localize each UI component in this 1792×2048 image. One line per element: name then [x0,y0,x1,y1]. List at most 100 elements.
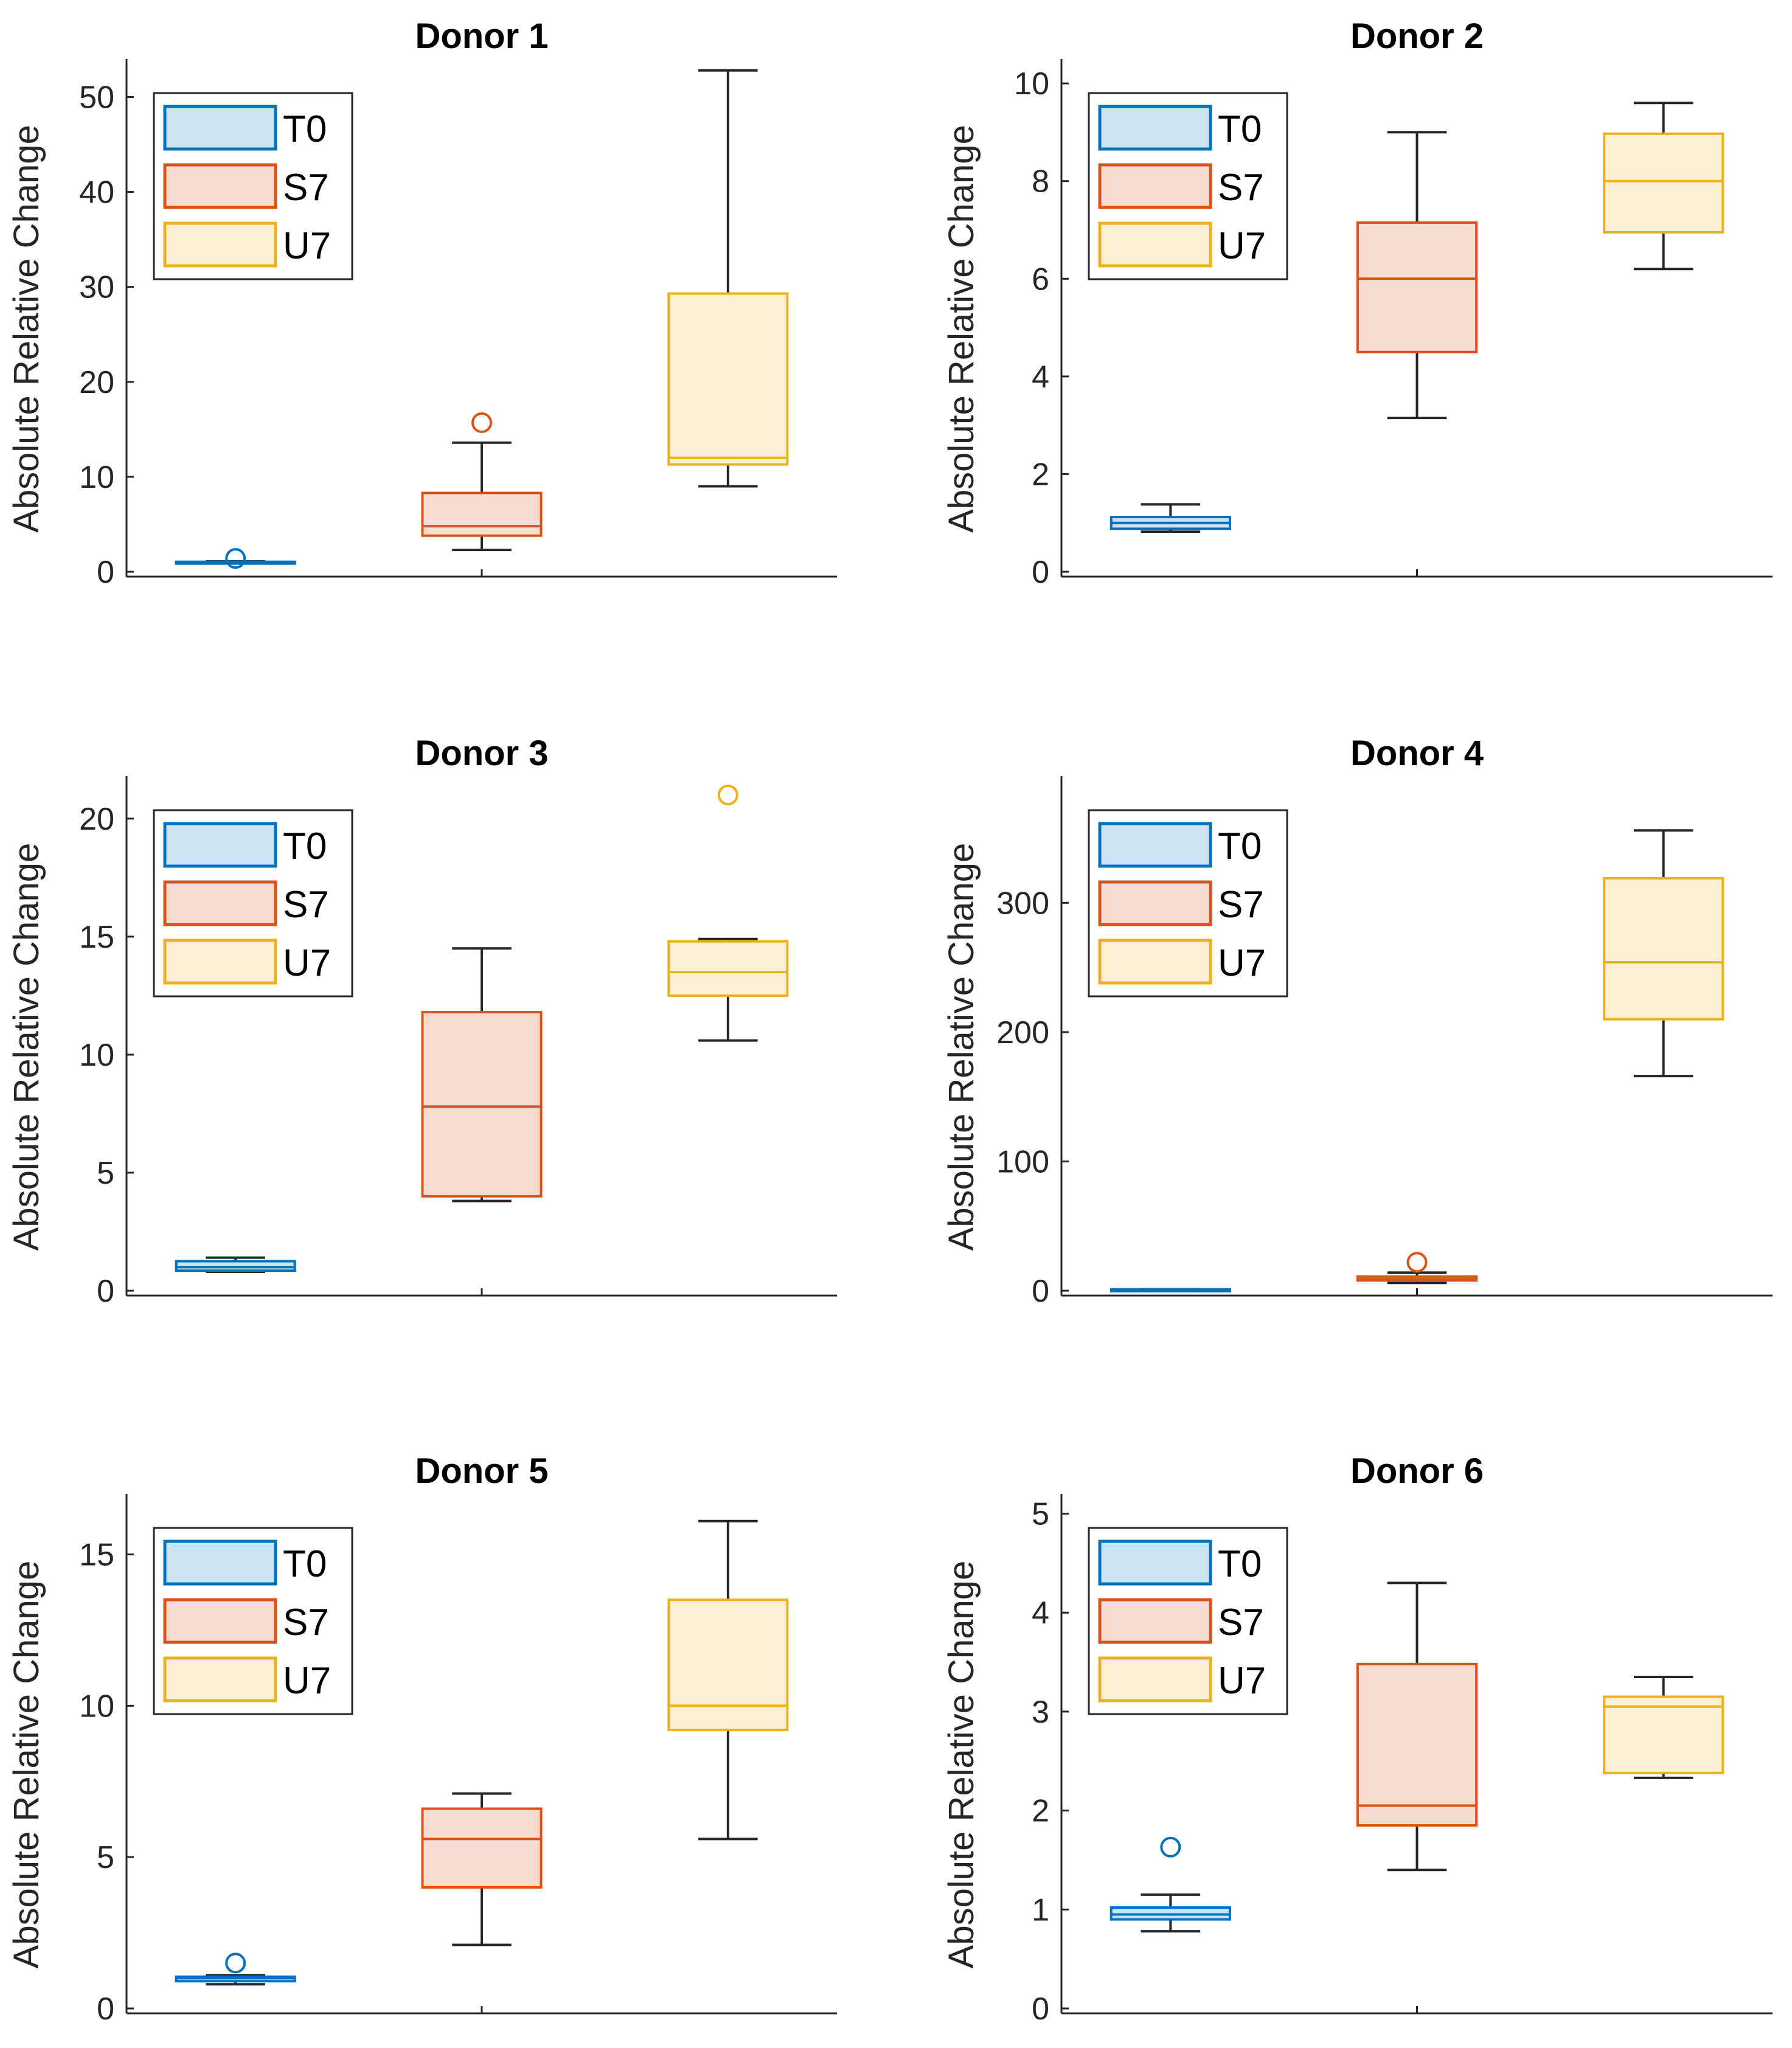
y-tick-label: 0 [1032,1991,1049,2027]
legend-label-S7: S7 [283,167,329,209]
box-iqr [1603,132,1724,234]
legend-swatch-T0 [163,822,277,868]
box-U7 [1603,1675,1724,1779]
y-axis-label: Absolute Relative Change [942,125,981,533]
panel-donor-5: Donor 5 0 5 10 15 Absolute Relative Change T0 S… [7,1451,837,2027]
box-U7 [667,69,789,488]
legend-swatch-S7 [163,1598,277,1644]
legend-label-U7: U7 [283,225,331,267]
legend-label-T0: T0 [1218,1543,1262,1585]
y-tick-label: 2 [1032,457,1049,492]
y-tick-label: 5 [1032,1497,1049,1532]
chart-title: Donor 2 [1350,16,1484,56]
outlier-point [1160,1836,1181,1858]
legend-swatch-T0 [1098,1539,1212,1586]
legend-swatch-U7 [1098,939,1212,985]
legend: T0 S7 U7 [1088,1527,1288,1715]
legend-swatch-T0 [163,1539,277,1586]
y-tick-label: 15 [79,1538,114,1573]
outlier-point [717,785,738,806]
legend: T0 S7 U7 [1088,809,1288,998]
box-S7 [1356,1581,1478,1872]
y-tick-label: 3 [1032,1695,1049,1730]
legend-swatch-S7 [1098,1598,1212,1644]
box-iqr [667,292,789,466]
box-iqr [1603,876,1724,1021]
y-tick-label: 8 [1032,164,1049,200]
legend-swatch-T0 [163,105,277,151]
legend-swatch-S7 [1098,163,1212,209]
panel-donor-3: Donor 3 0 5 10 15 20 Absolute Relative Change T… [7,734,837,1309]
box-iqr [421,1807,543,1889]
legend-label-U7: U7 [283,1660,331,1702]
chart-title: Donor 1 [415,16,548,56]
legend-swatch-S7 [163,163,277,209]
y-tick-label: 5 [97,1840,114,1875]
y-tick-label: 6 [1032,262,1049,297]
box-iqr [421,491,543,537]
legend-label-T0: T0 [1218,108,1262,150]
chart-title: Donor 6 [1350,1451,1484,1491]
panel-donor-1: Donor 1 0 10 20 30 40 50 Absolute Relative Chan… [7,16,837,590]
outlier-point [1406,1252,1428,1273]
box-U7 [1603,829,1724,1078]
y-tick-label: 4 [1032,1595,1049,1631]
y-axis-label: Absolute Relative Change [942,843,981,1251]
y-axis-label: Absolute Relative Change [942,1561,981,1969]
box-iqr [1356,221,1478,353]
legend-label-T0: T0 [283,108,327,150]
outlier-point [471,412,492,433]
box-T0 [1110,1836,1231,1933]
y-tick-label: 0 [97,555,114,590]
y-tick-label: 1 [1032,1892,1049,1928]
legend-label-T0: T0 [283,825,327,867]
legend-label-T0: T0 [283,1543,327,1585]
box-T0 [1110,503,1231,533]
legend-swatch-U7 [163,939,277,985]
legend-swatch-T0 [1098,822,1212,868]
legend-label-U7: U7 [1218,942,1266,984]
box-T0 [175,1256,296,1273]
legend-swatch-U7 [163,1656,277,1703]
outlier-point [225,548,246,569]
chart-title: Donor 4 [1350,734,1484,773]
legend-swatch-U7 [163,221,277,268]
box-T0 [175,548,296,569]
chart-title: Donor 3 [415,734,548,773]
y-axis-label: Absolute Relative Change [7,843,46,1251]
legend-label-S7: S7 [1218,167,1264,209]
y-tick-label: 2 [1032,1794,1049,1829]
box-iqr [1356,1662,1478,1827]
panel-donor-2: Donor 2 0 2 4 6 8 10 Absolute Relative Change T0… [942,16,1773,590]
legend-swatch-U7 [1098,221,1212,268]
y-tick-label: 10 [79,460,114,495]
legend-swatch-T0 [1098,105,1212,151]
box-iqr [667,1598,789,1732]
y-tick-label: 0 [97,1274,114,1309]
legend-label-S7: S7 [283,1602,329,1644]
legend-label-T0: T0 [1218,825,1262,867]
y-tick-label: 10 [79,1689,114,1724]
box-S7 [421,412,543,552]
y-axis-label: Absolute Relative Change [7,125,46,533]
legend-swatch-S7 [163,880,277,926]
outlier-point [225,1953,246,1974]
legend: T0 S7 U7 [153,809,353,998]
legend-label-U7: U7 [283,942,331,984]
y-tick-label: 10 [1014,66,1049,102]
box-U7 [667,1519,789,1841]
box-U7 [667,785,789,1042]
y-axis-label: Absolute Relative Change [7,1561,46,1969]
legend-swatch-S7 [1098,880,1212,926]
y-tick-label: 0 [97,1991,114,2027]
legend-label-S7: S7 [283,884,329,926]
y-tick-label: 5 [97,1156,114,1191]
legend-swatch-U7 [1098,1656,1212,1703]
y-tick-label: 20 [79,365,114,400]
y-tick-label: 100 [996,1144,1049,1179]
panel-donor-4: Donor 4 0 100 200 300 Absolute Relative Chang… [942,734,1773,1309]
box-iqr [667,940,789,997]
y-tick-label: 0 [1032,555,1049,590]
y-tick-label: 50 [79,80,114,115]
y-tick-label: 200 [996,1015,1049,1050]
